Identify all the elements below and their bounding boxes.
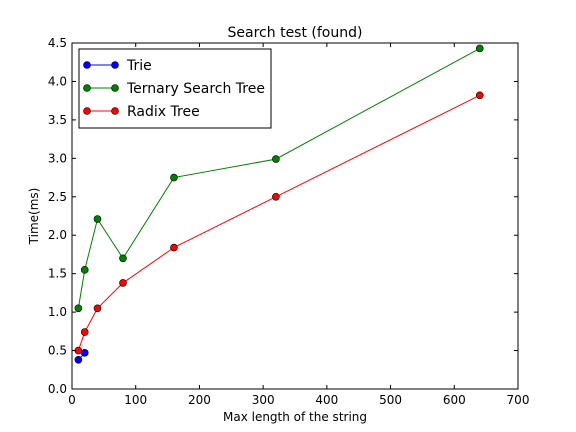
legend-label: Ternary Search Tree [126,81,265,97]
legend-marker [111,84,119,92]
data-point [170,173,178,182]
ticks-layer: 0 100 200 300 400 500 600 700 0.0 0.5 1.0 1.5 2.0 2.5… [48,36,530,407]
plot-frame [71,42,519,390]
y-tick-label: 0.5 [48,344,67,358]
data-point [93,215,102,223]
x-tick-label: 200 [188,393,211,407]
data-point [170,243,178,252]
legend: Trie Ternary Search Tree Radix Tree [78,48,272,129]
data-point [93,304,102,313]
legend-marker [111,107,119,115]
x-tick-label: 300 [252,393,275,407]
y-tick-label: 2.0 [48,228,67,242]
data-point [119,279,127,287]
series-0 [74,349,89,364]
y-tick-label: 3.5 [48,113,67,127]
data-point [74,304,83,313]
data-point [119,254,127,263]
x-tick-label: 700 [507,393,530,407]
legend-marker [111,61,119,69]
y-tick-label: 0.0 [48,382,67,396]
data-point [475,91,484,100]
x-tick-label: 0 [68,393,76,407]
legend-label: Radix Tree [127,104,200,120]
data-point [272,155,280,163]
y-tick-label: 3.0 [48,151,67,165]
y-tick-label: 4.0 [48,74,67,88]
y-tick-label: 4.5 [48,36,67,50]
series-line [77,94,480,351]
data-point [74,355,83,364]
data-point [80,349,89,357]
legend-marker [83,84,91,92]
x-tick-label: 600 [443,393,466,407]
data-point [80,328,89,336]
series-2 [74,91,484,355]
y-tick-label: 1.0 [48,305,67,319]
legend-entry: Radix Tree [83,104,200,120]
data-point [272,192,280,201]
y-axis-label: Time(ms) [27,188,41,246]
legend-marker [83,61,91,69]
series-layer [74,44,484,364]
y-tick-label: 2.5 [48,190,67,204]
legend-label: Trie [126,58,152,74]
y-tick-label: 1.5 [48,267,67,281]
x-tick-label: 400 [315,393,338,407]
series-1 [74,44,484,313]
data-point [80,266,89,274]
legend-marker [83,107,91,115]
data-point [475,44,484,53]
x-axis-label: Max length of the string [223,410,367,424]
chart-title: Search test (found) [228,25,363,41]
legend-entry: Ternary Search Tree [83,81,265,97]
x-tick-label: 100 [124,393,147,407]
legend-entry: Trie [83,58,152,74]
x-tick-label: 500 [379,393,402,407]
